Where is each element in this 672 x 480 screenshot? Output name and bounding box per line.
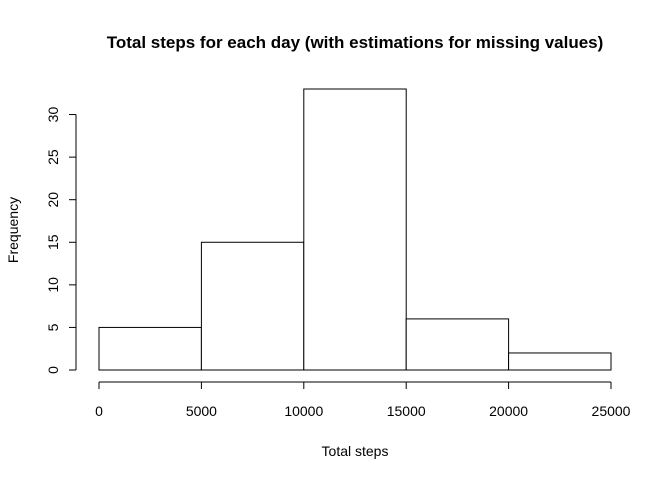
y-tick-label: 0	[45, 366, 61, 374]
x-tick-label: 20000	[489, 403, 528, 419]
x-tick-label: 10000	[284, 403, 323, 419]
y-tick-label: 30	[45, 107, 61, 123]
chart-title: Total steps for each day (with estimatio…	[107, 33, 604, 52]
bars-layer	[98, 88, 612, 371]
y-tick-label: 15	[45, 234, 61, 250]
histogram-bar-3	[303, 88, 407, 371]
x-tick-label: 5000	[186, 403, 217, 419]
y-tick-label: 5	[45, 323, 61, 331]
y-tick-label: 20	[45, 192, 61, 208]
x-tick-label: 25000	[592, 403, 631, 419]
y-tick-label: 25	[45, 149, 61, 165]
x-tick-label: 0	[95, 403, 103, 419]
y-axis-label: Frequency	[5, 197, 21, 263]
x-tick-label: 15000	[387, 403, 426, 419]
x-axis: 0 5000 10000 15000 20000 25000	[95, 381, 631, 419]
y-axis: 0 5 10 15 20 25 30	[45, 107, 77, 374]
histogram-bar-4	[405, 318, 510, 371]
y-tick-label: 10	[45, 277, 61, 293]
x-axis-label: Total steps	[322, 443, 389, 459]
histogram-bar-1	[98, 326, 202, 371]
histogram-bar-2	[200, 241, 305, 371]
histogram-bar-5	[508, 352, 612, 371]
